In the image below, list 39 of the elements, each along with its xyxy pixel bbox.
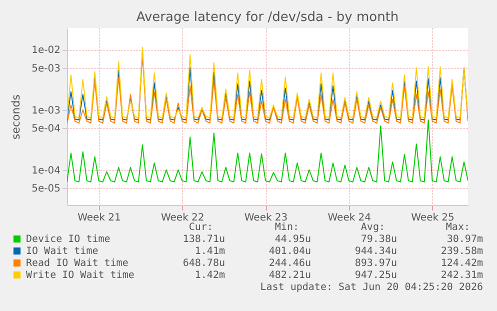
legend-label: IO Wait time (26, 246, 98, 257)
text: 138.71u (182, 234, 225, 246)
text: 124.42m (440, 258, 483, 270)
text: Last update: Sat Jun 20 04:25:20 2026 (260, 282, 483, 294)
text: 242.31m (440, 270, 483, 282)
x-tick-label: Week 25 (411, 212, 454, 224)
text: Cur: (188, 222, 213, 234)
text: Avg: (360, 222, 385, 234)
y-tick-label: 5e-03 (32, 63, 60, 74)
text: 239.58m (440, 246, 483, 258)
x-tick-label: Week 23 (244, 212, 288, 224)
line-series (67, 119, 468, 182)
text: 893.97u (354, 258, 397, 270)
y-tick-label: 1e-02 (32, 45, 60, 56)
legend-label: Device IO time (26, 234, 110, 245)
text: Max: (446, 222, 470, 234)
legend-label: Read IO Wait time (26, 258, 128, 269)
y-tick-label: 5e-05 (32, 183, 60, 194)
text: Min: (274, 222, 299, 234)
text: 1.42m (194, 270, 225, 282)
text: 947.25u (354, 270, 397, 282)
chart-title: Average latency for /dev/sda - by month (136, 10, 399, 25)
text: 44.95u (274, 234, 311, 246)
text: 401.04u (268, 246, 311, 258)
legend-label: Write IO Wait time (26, 270, 134, 281)
text: 30.97m (446, 234, 483, 246)
text: 944.34u (354, 246, 397, 258)
text: 79.38u (360, 234, 397, 246)
x-tick-label: Week 22 (160, 212, 204, 224)
x-tick-label: Week 24 (328, 212, 372, 224)
text: 244.46u (268, 258, 311, 270)
text: 1.41m (194, 246, 225, 258)
y-tick-label: 5e-04 (32, 123, 60, 134)
y-axis-title: seconds (10, 94, 23, 140)
text: 482.21u (268, 270, 311, 282)
x-tick-label: Week 21 (78, 212, 121, 224)
y-tick-label: 1e-03 (32, 105, 60, 116)
text: 648.78u (182, 258, 225, 270)
y-tick-label: 1e-04 (32, 165, 60, 176)
